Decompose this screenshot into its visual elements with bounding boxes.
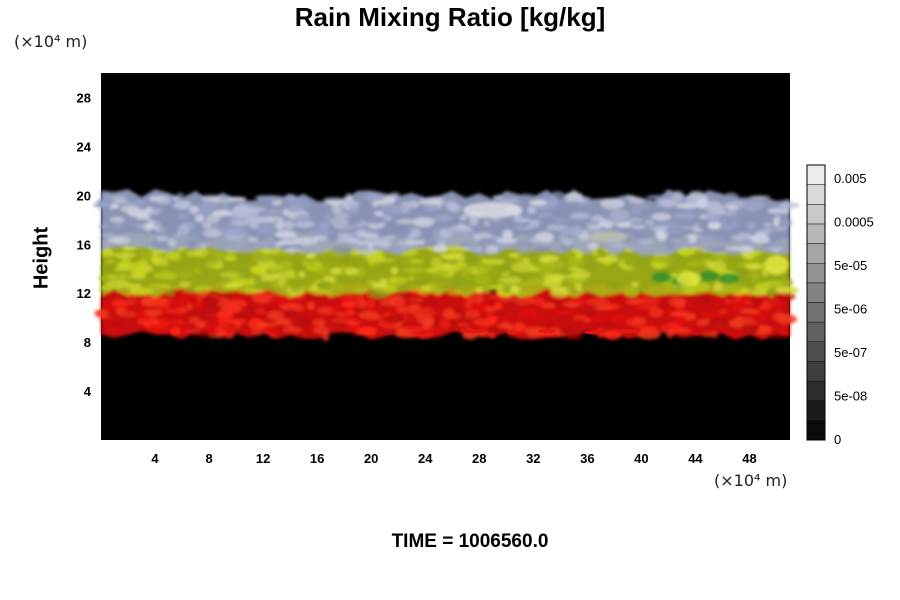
red-drops xyxy=(405,325,640,335)
y-axis-unit: (×10⁴ m) xyxy=(14,32,88,51)
x-tick-label: 36 xyxy=(580,451,594,466)
colorbar-cell xyxy=(806,223,826,244)
y-tick-label: 4 xyxy=(84,384,92,399)
colorbar-cell xyxy=(806,380,826,401)
y-tick-label: 24 xyxy=(77,139,92,154)
y-tick-label: 20 xyxy=(77,188,91,203)
x-tick-label: 8 xyxy=(205,451,212,466)
colorbar-label: 5e-07 xyxy=(834,345,867,360)
x-tick-label: 32 xyxy=(526,451,540,466)
colorbar-label: 5e-06 xyxy=(834,302,867,317)
colorbar-label: 5e-08 xyxy=(834,389,867,404)
colorbar-cell xyxy=(806,341,826,362)
x-tick-label: 28 xyxy=(472,451,486,466)
y-tick-label: 16 xyxy=(77,237,91,252)
colorbar-label: 0.005 xyxy=(834,171,867,186)
colorbar-cell xyxy=(806,184,826,205)
x-axis-unit: (×10⁴ m) xyxy=(714,471,788,490)
colorbar-cell xyxy=(806,262,826,284)
colorbar-label: 0.0005 xyxy=(834,215,874,230)
colorbar-label: 5e-05 xyxy=(834,258,867,273)
x-tick-label: 44 xyxy=(688,451,703,466)
x-tick-label: 20 xyxy=(364,451,378,466)
band-light-blue-grey xyxy=(93,189,800,256)
colorbar-cell xyxy=(806,420,826,441)
colorbar-cell xyxy=(806,204,826,225)
colorbar-cell xyxy=(806,243,826,264)
time-label: TIME = 1006560.0 xyxy=(391,531,549,552)
x-tick-label: 4 xyxy=(151,451,159,466)
x-tick-label: 16 xyxy=(310,451,324,466)
y-tick-label: 12 xyxy=(77,286,91,301)
green-patch xyxy=(462,202,789,286)
colorbar-cell xyxy=(806,302,826,323)
colorbar-frame xyxy=(806,164,826,441)
x-tick-label: 48 xyxy=(742,451,756,466)
y-tick-label: 28 xyxy=(77,90,91,105)
chart-title: Rain Mixing Ratio [kg/kg] xyxy=(294,2,606,32)
colorbar-cell xyxy=(806,321,826,343)
x-tick-label: 12 xyxy=(256,451,270,466)
x-tick-label: 40 xyxy=(634,451,648,466)
colorbar-label: 0 xyxy=(834,432,841,447)
colorbar-cell xyxy=(806,400,826,421)
y-tick-label: 8 xyxy=(84,335,91,350)
x-tick-label: 24 xyxy=(418,451,433,466)
colorbar-cell xyxy=(806,282,826,303)
colorbar-cell xyxy=(806,361,826,382)
colorbar-cell xyxy=(806,164,826,185)
